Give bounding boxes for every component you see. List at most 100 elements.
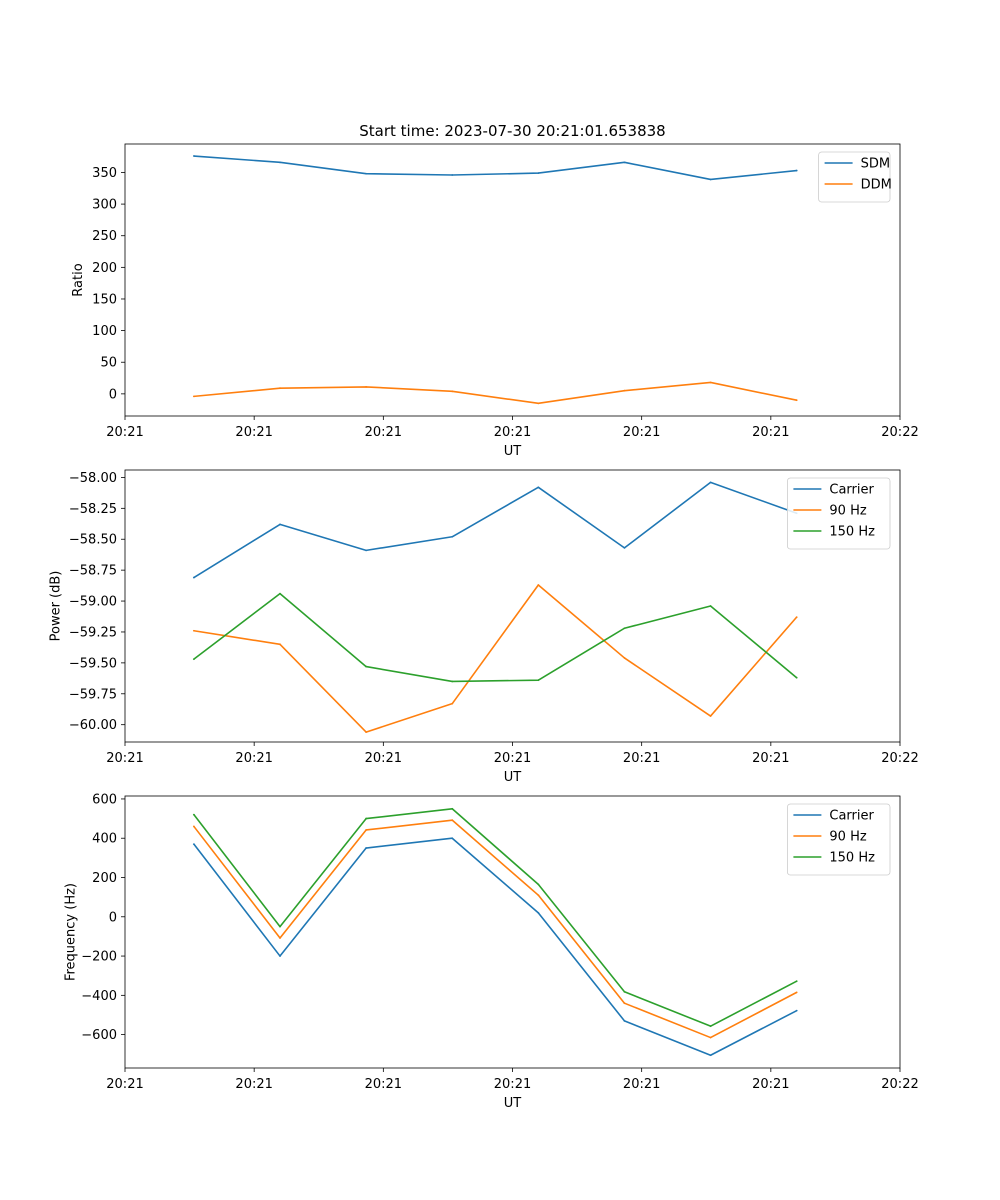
legend: Carrier 90 Hz 150 Hz — [787, 477, 891, 550]
data-point — [709, 715, 712, 717]
series-line-90-hz — [193, 819, 798, 1039]
data-point — [192, 843, 195, 846]
x-tick-label: 20:21 — [623, 425, 660, 440]
data-point — [192, 395, 195, 398]
data-point — [279, 937, 281, 939]
y-tick-label: −400 — [81, 989, 117, 1004]
legend-label: Carrier — [829, 809, 874, 824]
legend: SDM DDM — [818, 151, 892, 203]
x-axis-label: UT — [504, 770, 522, 785]
x-tick-label: 20:21 — [365, 751, 402, 766]
data-point — [623, 627, 626, 630]
data-point — [451, 702, 454, 705]
y-axis-label: Ratio — [71, 263, 86, 296]
data-point — [365, 817, 368, 820]
x-tick-label: 20:22 — [881, 1077, 918, 1092]
data-point — [623, 161, 626, 164]
series-line-ddm — [193, 381, 797, 405]
x-tick-label: 20:21 — [494, 425, 531, 440]
series-line-90-hz — [193, 584, 798, 733]
y-axis-label: Frequency (Hz) — [64, 883, 79, 981]
y-tick-label: 250 — [92, 229, 117, 244]
x-tick-label: 20:21 — [752, 425, 789, 440]
y-tick-label: −58.75 — [69, 564, 117, 579]
data-point — [279, 925, 281, 928]
x-axis-label: UT — [504, 444, 522, 459]
y-tick-label: −58.50 — [69, 533, 117, 548]
legend-label: 90 Hz — [829, 504, 866, 519]
data-point — [451, 680, 454, 683]
data-point — [623, 546, 626, 549]
y-tick-label: 200 — [92, 871, 117, 886]
data-point — [709, 381, 712, 384]
data-point — [537, 402, 540, 405]
data-point — [709, 1054, 712, 1057]
y-tick-label: −60.00 — [69, 718, 117, 733]
y-tick-label: 0 — [109, 387, 117, 402]
x-tick-label: 20:21 — [365, 1077, 402, 1092]
data-point — [623, 990, 626, 993]
x-tick-label: 20:21 — [752, 751, 789, 766]
y-tick-label: −200 — [81, 950, 117, 965]
data-point — [279, 387, 281, 390]
x-tick-label: 20:21 — [235, 1077, 272, 1092]
legend-box — [818, 151, 891, 203]
legend: Carrier 90 Hz 150 Hz — [787, 803, 891, 876]
data-point — [365, 386, 368, 388]
data-point — [709, 1036, 712, 1039]
y-tick-label: 600 — [92, 792, 117, 807]
data-point — [537, 486, 540, 489]
series-line-sdm — [193, 155, 797, 181]
data-point — [451, 837, 454, 840]
chart-panel-3: 20:21 20:21 20:21 20:21 20:21 20:21 20:22 −600 −… — [64, 792, 919, 1111]
data-point — [537, 679, 540, 682]
data-point — [365, 549, 368, 552]
series-line-150-hz — [193, 807, 798, 1027]
data-point — [709, 178, 712, 181]
legend-label: Carrier — [829, 483, 874, 498]
data-point — [279, 161, 281, 164]
chart-title: Start time: 2023-07-30 20:21:01.653838 — [359, 122, 665, 140]
data-point — [192, 825, 195, 828]
y-tick-label: −59.25 — [69, 625, 117, 640]
data-point — [279, 592, 281, 595]
y-tick-label: 0 — [109, 910, 117, 925]
data-point — [537, 911, 540, 914]
data-point — [709, 481, 712, 484]
series-line-carrier — [193, 837, 798, 1057]
data-point — [192, 629, 195, 632]
data-point — [451, 807, 454, 810]
y-tick-label: 100 — [92, 324, 117, 339]
data-point — [795, 616, 798, 619]
legend-label: 150 Hz — [829, 851, 875, 866]
data-point — [795, 980, 798, 983]
chart-panel-2: 20:21 20:21 20:21 20:21 20:21 20:21 20:22 −60.0… — [48, 469, 919, 785]
y-tick-label: −59.75 — [69, 687, 117, 702]
data-point — [623, 389, 626, 392]
x-axis-label: UT — [504, 1096, 522, 1111]
data-point — [279, 523, 281, 526]
y-tick-label: −58.25 — [69, 502, 117, 517]
data-point — [365, 172, 368, 175]
data-point — [537, 883, 540, 886]
data-point — [451, 390, 454, 393]
x-tick-label: 20:21 — [235, 751, 272, 766]
x-tick-label: 20:22 — [881, 751, 918, 766]
data-point — [192, 813, 195, 816]
data-point — [623, 1019, 626, 1022]
y-tick-label: −58.00 — [69, 471, 117, 486]
data-point — [537, 172, 540, 174]
data-point — [709, 1025, 712, 1028]
x-tick-label: 20:21 — [365, 425, 402, 440]
data-point — [365, 665, 368, 668]
x-tick-label: 20:21 — [106, 425, 143, 440]
x-tick-label: 20:21 — [235, 425, 272, 440]
data-point — [623, 657, 626, 659]
y-tick-label: 50 — [100, 356, 117, 371]
legend-label: SDM — [861, 157, 890, 172]
legend-label: 150 Hz — [829, 525, 875, 540]
data-point — [451, 819, 454, 822]
series-line-carrier — [193, 481, 797, 579]
x-tick-label: 20:21 — [752, 1077, 789, 1092]
